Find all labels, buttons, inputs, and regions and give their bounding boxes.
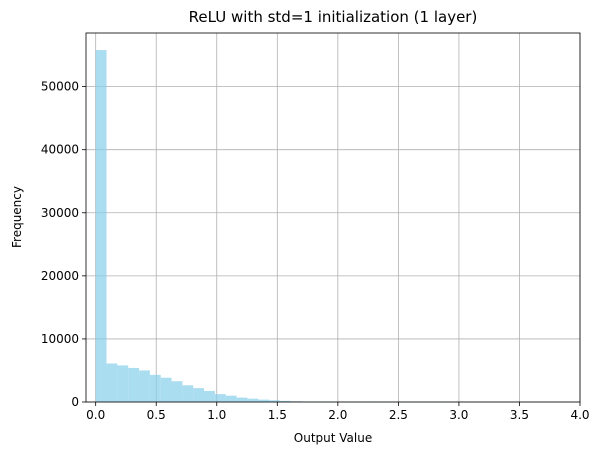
histogram-bar-11 bbox=[214, 394, 226, 402]
x-tick-label: 0.5 bbox=[147, 408, 166, 422]
histogram-bar-7 bbox=[171, 381, 183, 402]
x-tick-label: 4.0 bbox=[570, 408, 589, 422]
y-tick-label: 50000 bbox=[41, 80, 79, 94]
histogram-bar-4 bbox=[139, 370, 150, 402]
y-tick-label: 30000 bbox=[41, 206, 79, 220]
x-tick-label: 0.0 bbox=[86, 408, 105, 422]
histogram-bar-14 bbox=[247, 398, 259, 402]
x-tick-label: 1.5 bbox=[268, 408, 287, 422]
x-tick-label: 3.0 bbox=[449, 408, 468, 422]
y-tick-label: 10000 bbox=[41, 332, 79, 346]
histogram-bar-3 bbox=[128, 367, 140, 402]
histogram-bar-15 bbox=[258, 399, 270, 402]
histogram-bar-9 bbox=[193, 388, 205, 402]
x-axis-ticks: 0.0 0.5 1.0 1.5 2.0 2.5 3.0 3.5 4.0 bbox=[86, 402, 590, 422]
chart-title: ReLU with std=1 initialization (1 layer) bbox=[189, 8, 478, 26]
y-tick-label: 40000 bbox=[41, 143, 79, 157]
histogram-bar-10 bbox=[204, 390, 215, 402]
histogram-bar-1 bbox=[106, 363, 118, 402]
grid bbox=[86, 33, 581, 403]
x-tick-label: 1.0 bbox=[207, 408, 226, 422]
x-tick-label: 3.5 bbox=[510, 408, 529, 422]
histogram-bar-2 bbox=[117, 365, 129, 402]
y-axis-label: Frequency bbox=[10, 186, 24, 248]
histogram-bar-12 bbox=[225, 395, 237, 402]
plot-frame bbox=[85, 32, 581, 403]
x-tick-label: 2.5 bbox=[389, 408, 408, 422]
histogram-bar-13 bbox=[236, 397, 248, 402]
y-tick-label: 20000 bbox=[41, 269, 79, 283]
histogram-bar-0 bbox=[95, 50, 107, 403]
histogram-bar-8 bbox=[182, 385, 194, 402]
histogram-bar-5 bbox=[149, 374, 161, 402]
histogram-bar-6 bbox=[160, 377, 172, 402]
histogram-bar-17 bbox=[279, 400, 291, 402]
y-axis-ticks: 0 10000 20000 30000 40000 50000 bbox=[41, 80, 86, 409]
y-tick-label: 0 bbox=[71, 395, 79, 409]
histogram-bar-16 bbox=[269, 400, 280, 402]
x-axis-label: Output Value bbox=[294, 431, 372, 445]
x-tick-label: 2.0 bbox=[328, 408, 347, 422]
